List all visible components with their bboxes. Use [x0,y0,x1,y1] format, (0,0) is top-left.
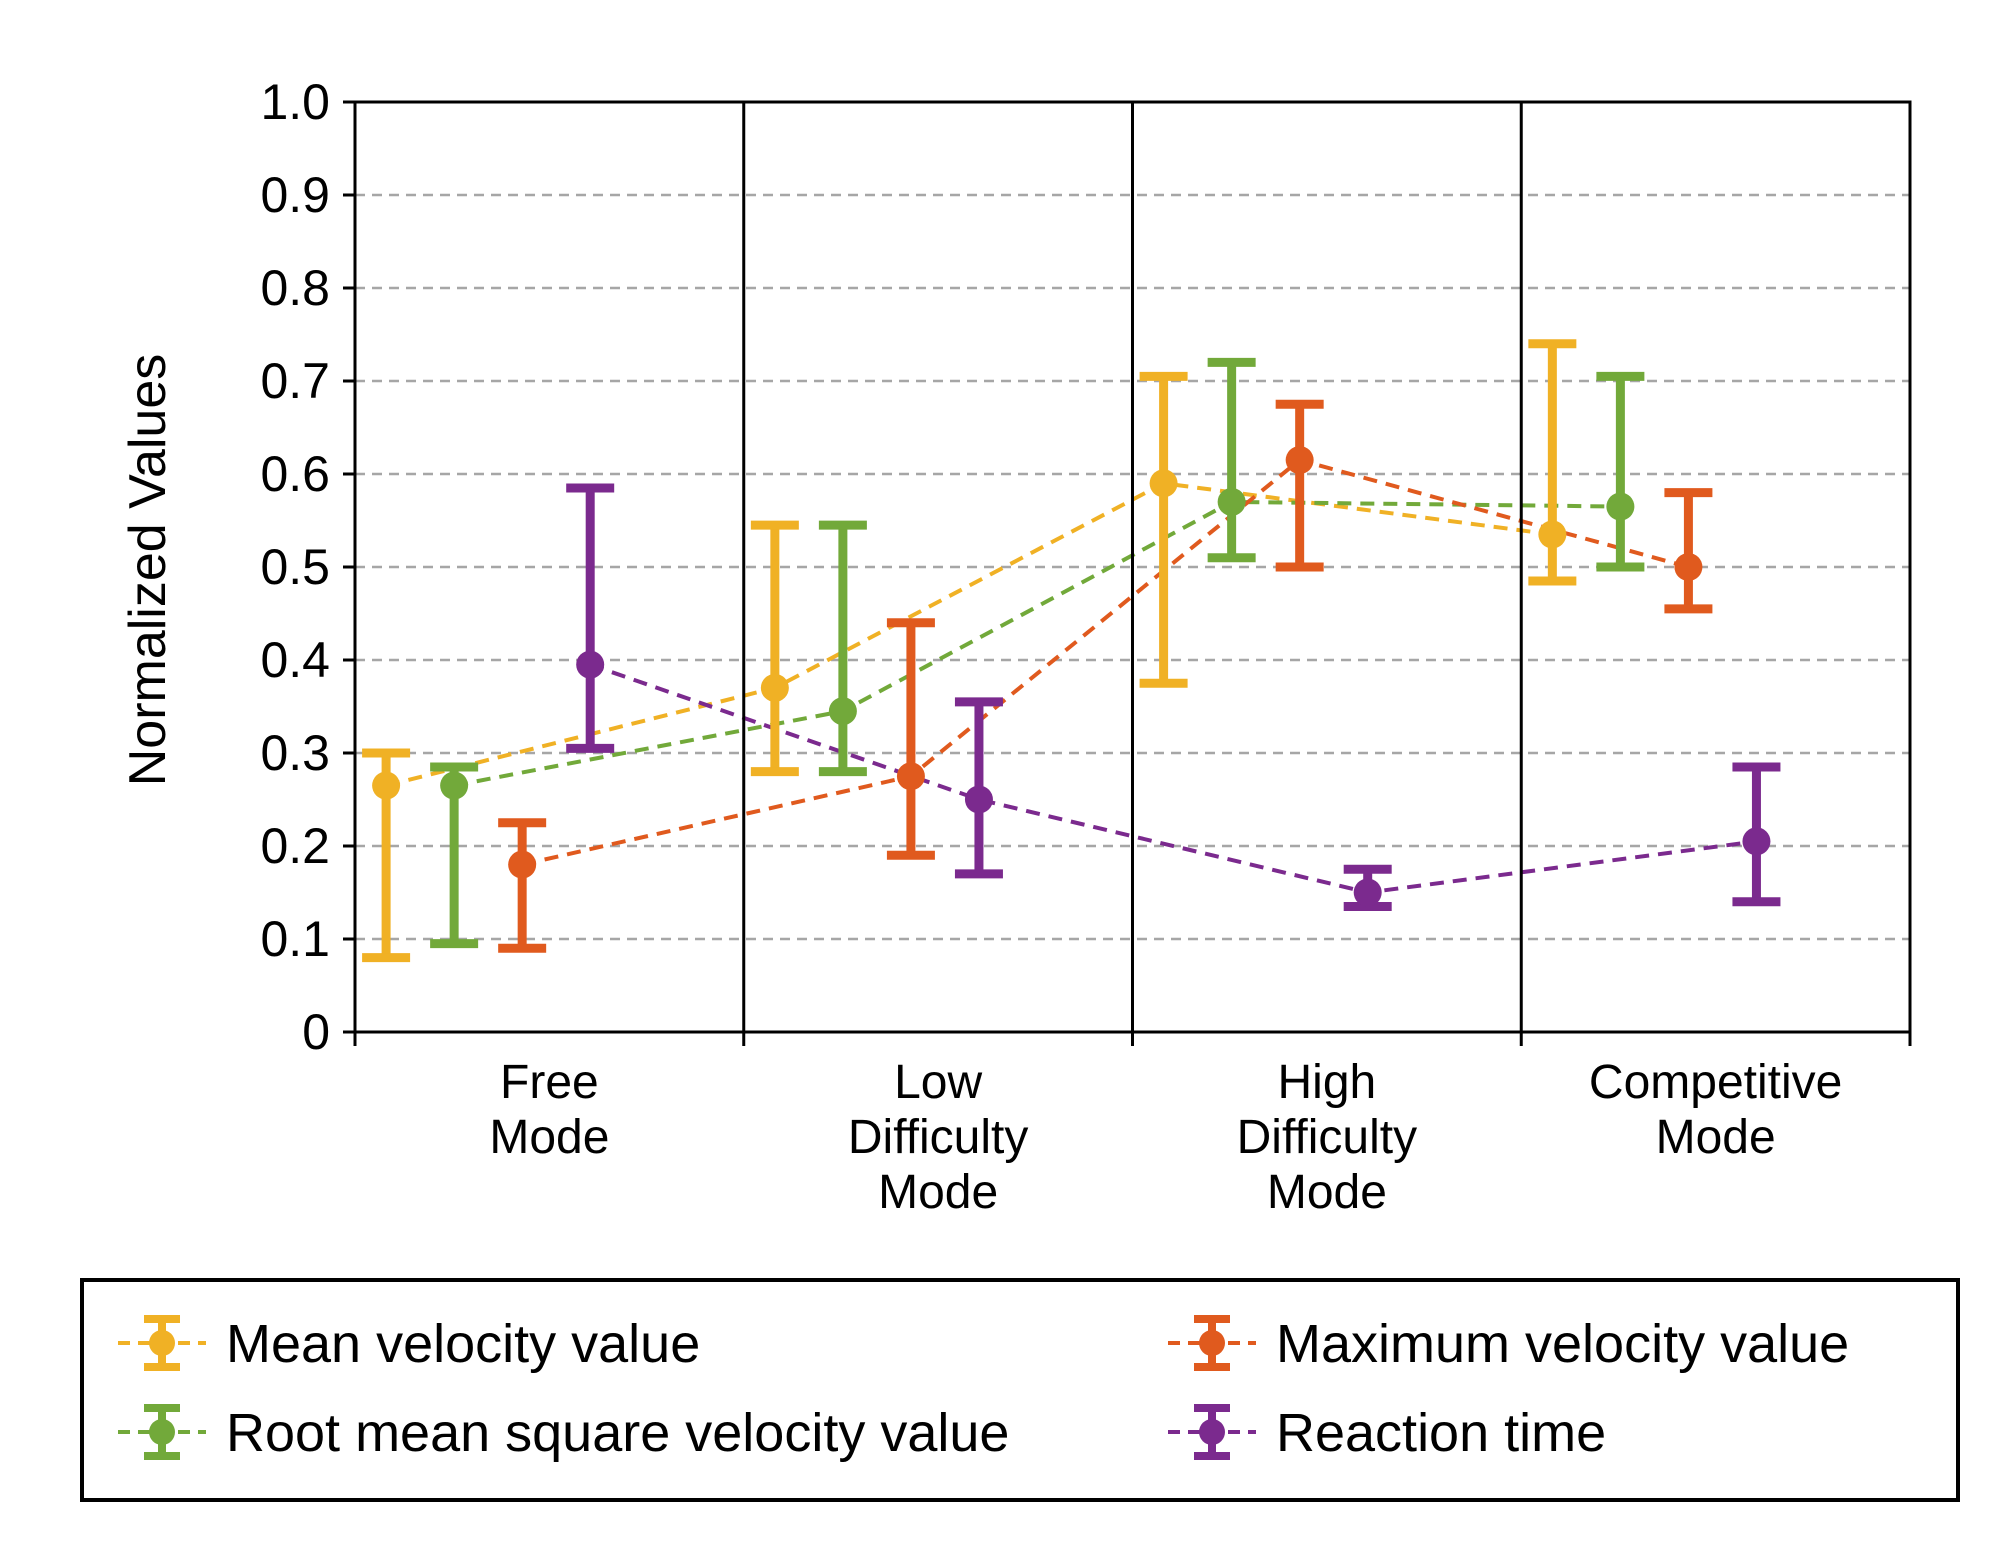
error-bars [362,339,1781,963]
series-line [453,499,1621,788]
category-label: Mode [1656,1111,1776,1164]
point-marker [964,785,993,814]
category-label: Free [500,1056,599,1109]
series-line [521,457,1689,867]
point-marker [828,697,857,726]
y-tick-label: 0.5 [260,539,330,595]
point-marker [1538,520,1567,549]
y-tick-label: 0.4 [260,632,330,688]
category-label: Mode [1267,1166,1387,1219]
data-point [362,748,411,963]
y-ticks: 0 0.1 0.2 0.3 0.4 0.5 0.6 0.7 0.8 0.9 1.0 [260,74,355,1060]
data-point [498,818,547,953]
category-label: Mode [878,1166,998,1219]
data-point [1732,762,1781,907]
data-point [750,520,799,777]
y-axis-title: Normalized Values [119,354,177,787]
category-label: Mode [489,1111,609,1164]
data-point [886,618,935,860]
category-label: Low [894,1056,982,1109]
data-point [818,520,867,777]
category-label: Competitive [1589,1056,1842,1109]
y-tick-label: 0.3 [260,725,330,781]
legend-marker [1199,1330,1225,1356]
legend-label: Mean velocity value [226,1314,700,1374]
series-line [589,662,1757,895]
category-label: Difficulty [1237,1111,1418,1164]
legend-marker [149,1330,175,1356]
y-tick-label: 0.1 [260,911,330,967]
category-label: High [1278,1056,1377,1109]
category-labels: FreeModeLowDifficultyModeHighDifficultyM… [489,1056,1842,1219]
y-tick-label: 0.7 [260,353,330,409]
point-marker [1217,487,1246,516]
data-point [430,762,479,949]
legend-item: Reaction time [1168,1403,1606,1463]
point-marker [372,771,401,800]
point-marker [1742,827,1771,856]
gridlines [355,193,1910,941]
y-tick-label: 0.2 [260,818,330,874]
legend-marker [149,1419,175,1445]
data-point [566,483,615,753]
data-point [1596,371,1645,572]
legend-box [80,1278,1960,1502]
legend-label: Maximum velocity value [1276,1314,1849,1374]
data-point [1275,399,1324,572]
legend-marker [1199,1419,1225,1445]
legend-item: Mean velocity value [118,1314,700,1374]
point-marker [440,771,469,800]
data-point [1664,488,1713,614]
y-tick-label: 0.9 [260,167,330,223]
point-marker [896,762,925,791]
series-line [385,481,1553,788]
series-lines [385,457,1757,895]
legend-item: Root mean square velocity value [118,1403,1009,1463]
legend-label: Root mean square velocity value [226,1403,1009,1463]
data-point [1207,357,1256,563]
point-marker [1674,553,1703,581]
point-marker [508,850,537,879]
legend: Mean velocity value Maximum velocity valu… [80,1278,1960,1502]
point-marker [1149,469,1178,498]
point-marker [1285,446,1314,475]
point-marker [1353,878,1382,907]
y-tick-label: 1.0 [260,74,330,130]
y-tick-label: 0.6 [260,446,330,502]
point-marker [576,650,605,679]
data-point [954,697,1003,879]
data-point [1139,371,1188,688]
category-label: Difficulty [848,1111,1029,1164]
data-point [1343,864,1392,911]
data-point [1528,339,1577,586]
point-marker [760,673,789,702]
y-tick-label: 0 [302,1004,330,1060]
point-marker [1606,492,1635,521]
legend-label: Reaction time [1276,1403,1606,1463]
y-tick-label: 0.8 [260,260,330,316]
legend-item: Maximum velocity value [1168,1314,1849,1374]
